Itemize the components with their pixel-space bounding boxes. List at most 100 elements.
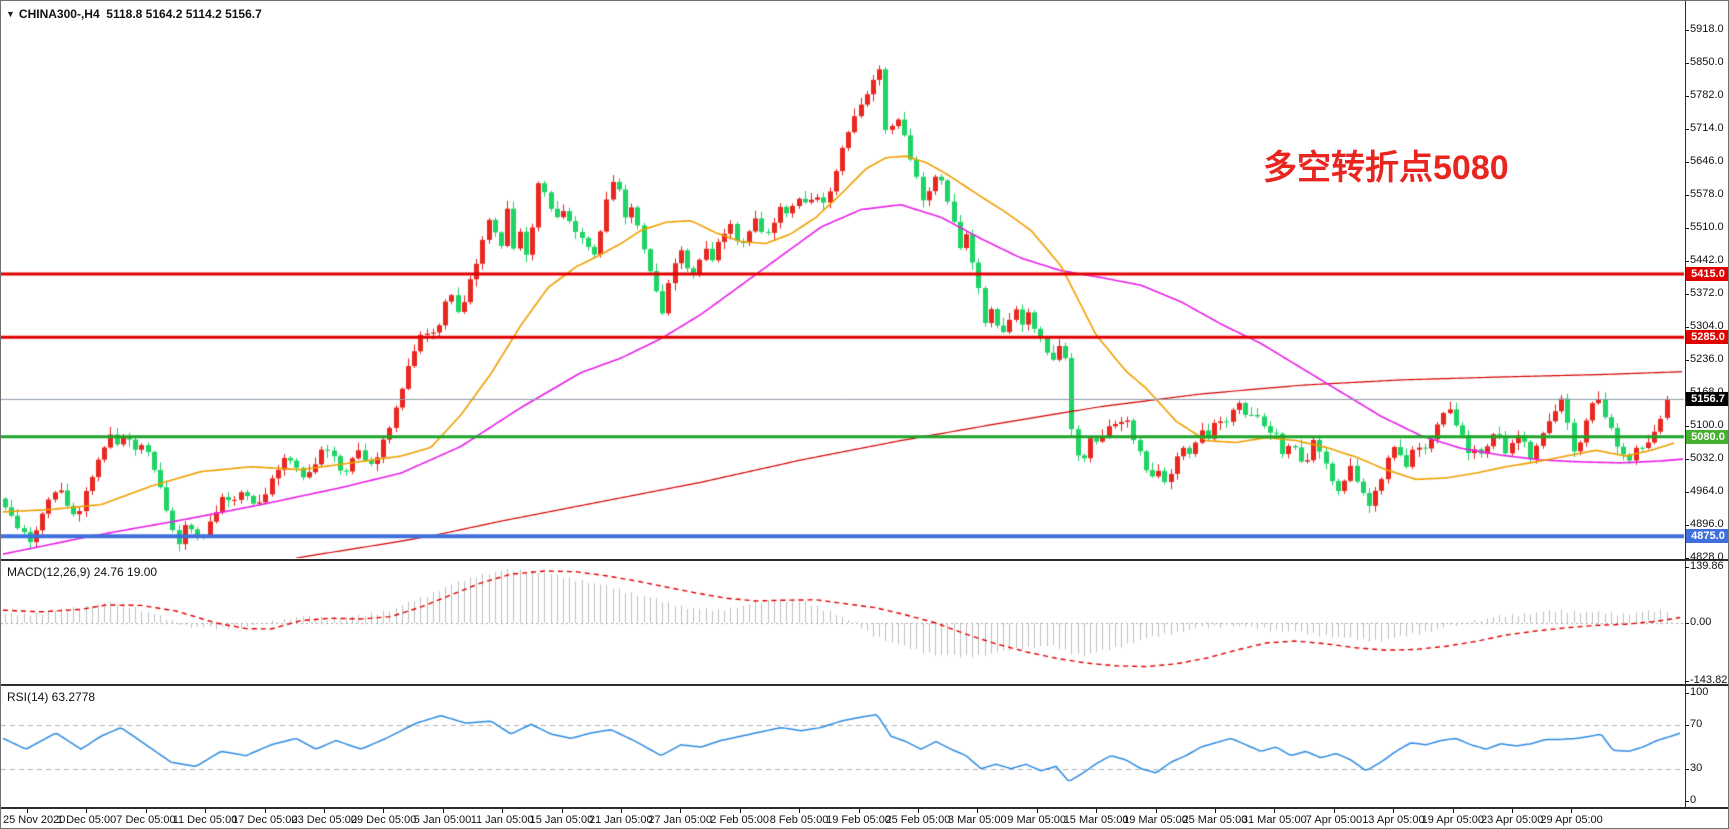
price-axis-tick [1685, 525, 1689, 526]
price-axis-label: 5372.0 [1690, 287, 1724, 299]
time-axis-label: 13 Apr 05:00 [1362, 814, 1425, 826]
time-axis-label: 15 Mar 05:00 [1063, 814, 1129, 826]
macd-axis-label: -143.82 [1690, 673, 1728, 686]
time-axis-label: 1 Dec 05:00 [56, 814, 117, 826]
time-axis-label: 27 Jan 05:00 [648, 814, 713, 826]
time-axis-tick [918, 809, 919, 813]
time-axis-tick [86, 809, 87, 813]
chart-title: ▼ CHINA300-,H4 5118.8 5164.2 5114.2 5156.… [6, 7, 262, 21]
price-axis-label: 4828.0 [1690, 551, 1724, 563]
price-axis-label: 5032.0 [1690, 452, 1724, 464]
rsi-indicator-label: RSI(14) 63.2778 [7, 690, 96, 704]
time-axis-tick [324, 809, 325, 813]
time-axis-label: 17 Dec 05:00 [232, 814, 298, 826]
time-axis-tick [1453, 809, 1454, 813]
time-axis-tick [1274, 809, 1275, 813]
price-level-badge: 4875.0 [1686, 529, 1728, 544]
time-axis-label: 8 Feb 05:00 [769, 814, 829, 826]
time-axis-border [1, 807, 1728, 809]
time-axis-tick [740, 809, 741, 813]
panel-divider-rsi[interactable] [1, 684, 1728, 686]
time-axis-tick [1037, 809, 1038, 813]
time-axis-label: 25 Nov 2020 [3, 814, 66, 826]
time-axis-tick [502, 809, 503, 813]
price-axis-tick [1685, 492, 1689, 493]
rsi-axis-tick [1685, 801, 1689, 802]
time-axis-tick [1334, 809, 1335, 813]
price-axis-tick [1685, 30, 1689, 31]
time-axis-tick [1156, 809, 1157, 813]
macd-axis-label: 139.86 [1690, 560, 1724, 572]
rsi-axis-label: 0 [1690, 794, 1697, 806]
price-annotation-text: 多空转折点5080 [1263, 149, 1509, 187]
panel-divider-macd[interactable] [1, 559, 1728, 561]
rsi-axis-label: 70 [1690, 718, 1703, 731]
price-axis-label: 5782.0 [1690, 89, 1724, 101]
price-axis-label: 5510.0 [1690, 221, 1724, 233]
symbol-dropdown-triangle-icon[interactable]: ▼ [6, 9, 15, 19]
time-axis-label: 9 Mar 05:00 [1007, 814, 1066, 826]
macd-indicator-label: MACD(12,26,9) 24.76 19.00 [7, 565, 158, 579]
time-axis-label: 25 Mar 05:00 [1182, 814, 1248, 826]
time-axis-label: 19 Mar 05:00 [1123, 814, 1188, 826]
price-axis-tick [1685, 129, 1689, 130]
time-axis-label: 29 Dec 05:00 [350, 814, 417, 826]
price-axis-tick [1685, 261, 1689, 262]
price-axis-label: 5646.0 [1690, 155, 1724, 167]
time-axis-label: 3 Mar 05:00 [947, 814, 1007, 826]
price-axis-label: 4964.0 [1690, 485, 1724, 497]
price-axis-label: 5442.0 [1690, 254, 1724, 266]
macd-axis-label: 0.00 [1690, 616, 1712, 628]
time-axis-tick [1393, 809, 1394, 813]
time-axis-tick [1215, 809, 1216, 813]
time-axis-tick [799, 809, 800, 813]
rsi-axis-label: 30 [1690, 761, 1703, 774]
price-axis-border [1685, 1, 1686, 807]
price-axis-tick [1685, 228, 1689, 229]
price-axis-tick [1685, 195, 1689, 196]
price-axis-tick [1685, 327, 1689, 328]
price-level-badge: 5285.0 [1686, 330, 1728, 345]
price-axis-label: 4896.0 [1690, 518, 1724, 530]
macd-axis-tick [1685, 680, 1689, 682]
time-axis-label: 5 Jan 05:00 [413, 814, 472, 826]
price-level-badge: 5415.0 [1686, 267, 1728, 282]
price-level-badge: 5080.0 [1686, 429, 1728, 444]
macd-axis-tick [1685, 623, 1689, 624]
rsi-axis-label: 100 [1690, 686, 1709, 698]
rsi-axis-tick [1685, 693, 1689, 694]
price-axis-label: 5304.0 [1690, 320, 1724, 332]
time-axis-label: 23 Apr 05:00 [1481, 814, 1544, 826]
price-axis-tick [1685, 558, 1689, 559]
price-axis-label: 5714.0 [1690, 122, 1724, 134]
time-axis-label: 7 Dec 05:00 [116, 814, 176, 826]
time-axis-label: 2 Feb 05:00 [710, 814, 770, 826]
time-axis-label: 19 Feb 05:00 [826, 814, 891, 826]
time-axis-label: 29 Apr 05:00 [1540, 814, 1603, 826]
time-axis-label: 15 Jan 05:00 [529, 814, 594, 826]
time-axis-tick [265, 809, 266, 813]
price-axis-tick [1685, 162, 1689, 163]
rsi-axis-tick [1685, 725, 1689, 727]
time-axis-tick [1096, 809, 1097, 813]
price-level-badge: 5156.7 [1686, 392, 1728, 407]
time-axis-tick [859, 809, 860, 813]
price-axis-label: 5578.0 [1690, 188, 1724, 200]
time-axis-label: 11 Dec 05:00 [172, 814, 238, 826]
time-axis-label: 23 Dec 05:00 [291, 814, 357, 826]
time-axis-label: 31 Mar 05:00 [1241, 814, 1307, 826]
price-axis-label: 5236.0 [1690, 353, 1724, 365]
time-axis-label: 21 Jan 05:00 [589, 814, 653, 826]
price-axis-label: 5850.0 [1690, 56, 1724, 68]
time-axis-label: 25 Feb 05:00 [885, 814, 951, 826]
time-axis-label: 7 Apr 05:00 [1305, 814, 1363, 826]
price-axis-tick [1685, 96, 1689, 97]
price-axis-tick [1685, 360, 1689, 361]
time-axis-tick [562, 809, 563, 813]
time-axis-label: 11 Jan 05:00 [470, 814, 534, 826]
time-axis-tick [383, 809, 384, 813]
price-axis-tick [1685, 294, 1689, 295]
time-axis-tick [205, 809, 206, 813]
time-axis-tick [443, 809, 444, 813]
